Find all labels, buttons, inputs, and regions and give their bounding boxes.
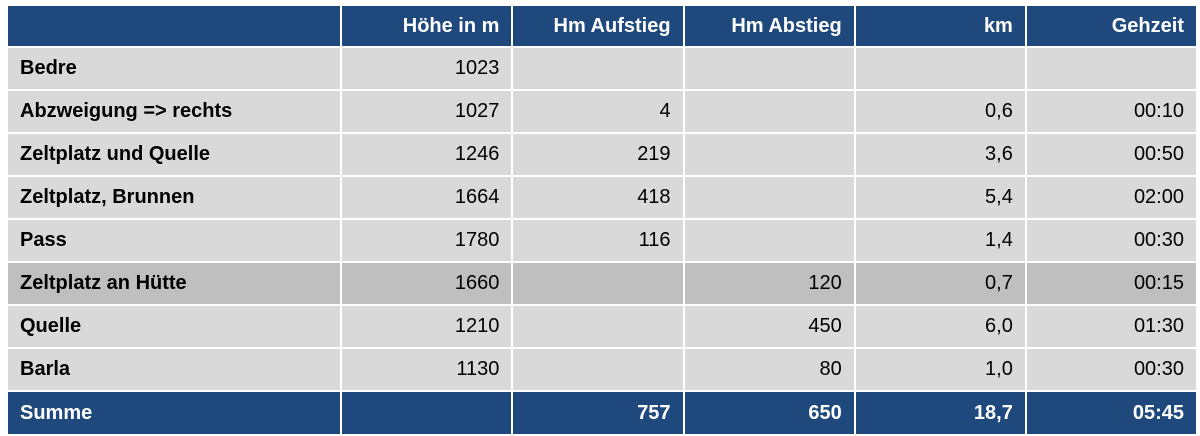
walking-time-cell: 00:15 [1026, 263, 1196, 304]
table-row: Zeltplatz, Brunnen 1664 418 5,4 02:00 [8, 177, 1196, 218]
header-cell-ascent: Hm Aufstieg [513, 6, 683, 46]
waypoint-name: Bedre [8, 48, 341, 89]
table-row: Barla 1130 80 1,0 00:30 [8, 349, 1196, 390]
waypoint-name: Barla [8, 349, 341, 390]
waypoint-name: Zeltplatz an Hütte [8, 263, 341, 304]
walking-time-cell: 01:30 [1026, 306, 1196, 347]
table-row: Bedre 1023 [8, 48, 1196, 89]
header-cell-km: km [855, 6, 1025, 46]
walking-time-cell: 02:00 [1026, 177, 1196, 218]
waypoint-name: Abzweigung => rechts [8, 91, 341, 132]
km-cell: 1,4 [855, 220, 1025, 261]
elevation-cell: 1027 [342, 91, 512, 132]
ascent-cell [513, 48, 683, 89]
ascent-cell: 219 [513, 134, 683, 175]
header-cell-elevation: Höhe in m [342, 6, 512, 46]
total-descent-cell: 650 [684, 392, 854, 434]
walking-time-cell [1026, 48, 1196, 89]
ascent-cell [513, 306, 683, 347]
table-row: Zeltplatz und Quelle 1246 219 3,6 00:50 [8, 134, 1196, 175]
descent-cell [684, 220, 854, 261]
header-row: Höhe in m Hm Aufstieg Hm Abstieg km Gehz… [8, 6, 1196, 46]
descent-cell [684, 134, 854, 175]
table-row: Abzweigung => rechts 1027 4 0,6 00:10 [8, 91, 1196, 132]
elevation-cell: 1660 [342, 263, 512, 304]
route-table: Höhe in m Hm Aufstieg Hm Abstieg km Gehz… [6, 4, 1198, 436]
ascent-cell [513, 263, 683, 304]
waypoint-name: Quelle [8, 306, 341, 347]
header-cell-walking-time: Gehzeit [1026, 6, 1196, 46]
total-row: Summe 757 650 18,7 05:45 [8, 392, 1196, 434]
ascent-cell: 116 [513, 220, 683, 261]
total-label: Summe [8, 392, 341, 434]
km-cell: 0,7 [855, 263, 1025, 304]
descent-cell: 450 [684, 306, 854, 347]
walking-time-cell: 00:30 [1026, 220, 1196, 261]
descent-cell: 80 [684, 349, 854, 390]
km-cell: 0,6 [855, 91, 1025, 132]
descent-cell [684, 48, 854, 89]
km-cell [855, 48, 1025, 89]
km-cell: 3,6 [855, 134, 1025, 175]
km-cell: 5,4 [855, 177, 1025, 218]
header-cell-empty [8, 6, 341, 46]
table-row: Pass 1780 116 1,4 00:30 [8, 220, 1196, 261]
descent-cell: 120 [684, 263, 854, 304]
km-cell: 1,0 [855, 349, 1025, 390]
header-cell-descent: Hm Abstieg [684, 6, 854, 46]
total-walking-time-cell: 05:45 [1026, 392, 1196, 434]
total-elevation-cell [342, 392, 512, 434]
total-km-cell: 18,7 [855, 392, 1025, 434]
ascent-cell [513, 349, 683, 390]
elevation-cell: 1130 [342, 349, 512, 390]
walking-time-cell: 00:10 [1026, 91, 1196, 132]
elevation-cell: 1246 [342, 134, 512, 175]
walking-time-cell: 00:50 [1026, 134, 1196, 175]
elevation-cell: 1023 [342, 48, 512, 89]
table-row-highlighted: Zeltplatz an Hütte 1660 120 0,7 00:15 [8, 263, 1196, 304]
ascent-cell: 418 [513, 177, 683, 218]
walking-time-cell: 00:30 [1026, 349, 1196, 390]
elevation-cell: 1780 [342, 220, 512, 261]
descent-cell [684, 177, 854, 218]
table-row: Quelle 1210 450 6,0 01:30 [8, 306, 1196, 347]
descent-cell [684, 91, 854, 132]
km-cell: 6,0 [855, 306, 1025, 347]
elevation-cell: 1210 [342, 306, 512, 347]
total-ascent-cell: 757 [513, 392, 683, 434]
elevation-cell: 1664 [342, 177, 512, 218]
waypoint-name: Zeltplatz und Quelle [8, 134, 341, 175]
waypoint-name: Pass [8, 220, 341, 261]
waypoint-name: Zeltplatz, Brunnen [8, 177, 341, 218]
ascent-cell: 4 [513, 91, 683, 132]
